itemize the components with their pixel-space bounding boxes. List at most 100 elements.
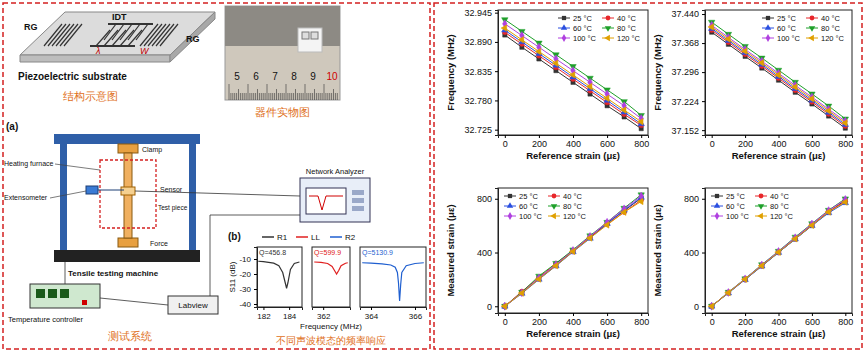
- y-tick-label: -40: [239, 300, 251, 309]
- reflector-line: [156, 24, 174, 46]
- y-tick-label: 32.890: [464, 37, 492, 47]
- x-axis-title: Reference strain (με): [732, 328, 826, 339]
- connector: [100, 298, 168, 305]
- legend-line: [262, 236, 274, 238]
- series-line: [505, 32, 641, 125]
- y-tick-mark: [702, 72, 705, 73]
- ruler-tick: [230, 93, 231, 100]
- x-tick: 0: [710, 135, 715, 149]
- plot-frame: [360, 247, 426, 307]
- series-line: [258, 261, 299, 288]
- y-axis-title: Measured strain (με): [445, 204, 456, 296]
- x-tick: 400: [771, 135, 786, 149]
- legend-item: 25 °C: [762, 14, 796, 23]
- legend-marker: [551, 204, 557, 210]
- data-point: [825, 108, 831, 114]
- y-tick: 32.835: [464, 67, 498, 77]
- x-axis: 362: [313, 307, 351, 321]
- legend-marker: [507, 202, 513, 208]
- substrate-label: Piezoelectric substrate: [18, 71, 127, 82]
- ruler-tick: [337, 93, 338, 100]
- caption: 测试系统: [108, 330, 152, 342]
- x-tick-label: 362: [317, 312, 331, 321]
- ruler-tick: [238, 89, 239, 100]
- legend-item: 100 °C: [762, 34, 801, 43]
- x-tick-mark: [289, 307, 290, 310]
- ruler-tick: [229, 84, 230, 100]
- caption: 不同声波模态的频率响应: [276, 335, 386, 346]
- y-axis-line: [495, 11, 499, 136]
- series-line: [314, 262, 348, 274]
- series-line: [712, 27, 846, 123]
- x-tick-mark: [745, 313, 746, 316]
- reflector-line: [60, 24, 78, 46]
- force-label: Force: [150, 240, 168, 247]
- y-tick-mark: [702, 306, 705, 307]
- ruler-tick: [320, 93, 321, 100]
- legend-marker: [604, 35, 610, 41]
- chart: 02004006008000400800Reference strain (με…: [445, 188, 649, 339]
- y-tick: 37.440: [671, 9, 705, 19]
- y-tick-mark: [254, 289, 257, 290]
- y-tick-mark: [702, 14, 705, 15]
- x-tick-label: 182: [257, 312, 271, 321]
- leader-line: [50, 191, 86, 198]
- x-axis-line: [258, 308, 303, 311]
- y-tick-mark: [495, 306, 498, 307]
- legend-marker: [562, 16, 566, 20]
- analyzer-button: [352, 206, 364, 211]
- y-tick: 32.945: [464, 8, 498, 18]
- ruler-tick: [234, 93, 235, 100]
- plot-frame: [312, 247, 350, 307]
- series-line: [712, 199, 846, 306]
- legend-item: 25 °C: [711, 192, 745, 201]
- y-axis-line: [702, 11, 706, 136]
- temperature-controller-label: Temperature controller: [8, 315, 84, 324]
- wavelength-label: λ: [95, 46, 100, 56]
- x-tick: 200: [738, 313, 753, 327]
- series-line: [712, 201, 846, 306]
- y-tick-label: 0: [694, 302, 699, 312]
- y-axis: 37.15237.22437.29637.36837.440: [671, 9, 705, 135]
- series-line: [505, 20, 641, 116]
- legend-item: 40 °C: [602, 14, 636, 23]
- x-tick-mark: [712, 313, 713, 316]
- x-tick: 184: [283, 307, 297, 321]
- series-line: [505, 195, 641, 307]
- ruler-tick: [253, 93, 254, 100]
- y-tick-mark: [495, 13, 498, 14]
- x-tick-mark: [505, 313, 506, 316]
- series-line: [712, 30, 846, 126]
- x-tick-mark: [845, 135, 846, 138]
- x-tick: 0: [503, 313, 508, 327]
- series-line: [712, 32, 846, 128]
- y-axis-title: Measured strain (με): [652, 204, 663, 296]
- legend-marker: [552, 194, 557, 199]
- legend-item: 120 °C: [755, 212, 794, 221]
- furnace: [100, 160, 156, 228]
- extensometer: [86, 186, 98, 194]
- photo-frame: [225, 6, 340, 100]
- ruler-tick: [314, 89, 315, 100]
- ruler-tick: [318, 93, 319, 100]
- y-tick-label: 32.945: [464, 8, 492, 18]
- ruler-tick: [329, 93, 330, 100]
- series-line: [505, 28, 641, 122]
- legend-label: LL: [311, 233, 320, 242]
- y-tick: 37.152: [671, 126, 705, 136]
- y-axis: 32.72532.78032.83532.89032.945: [464, 8, 498, 135]
- legend-label: 120 °C: [617, 34, 641, 43]
- x-tick-label: 400: [566, 139, 581, 149]
- x-tick: 362: [317, 307, 331, 321]
- legend-item: 120 °C: [602, 34, 641, 43]
- series-line: [505, 35, 641, 129]
- ruler-tick: [325, 93, 326, 100]
- legend-marker: [562, 34, 567, 42]
- x-tick-mark: [607, 313, 608, 316]
- y-tick-mark: [495, 199, 498, 200]
- ruler-number: 8: [291, 71, 297, 82]
- x-tick: 0: [710, 313, 715, 327]
- data-point: [501, 25, 507, 31]
- labview-label: Labview: [178, 301, 208, 310]
- annotation: Q=456.8: [259, 249, 286, 257]
